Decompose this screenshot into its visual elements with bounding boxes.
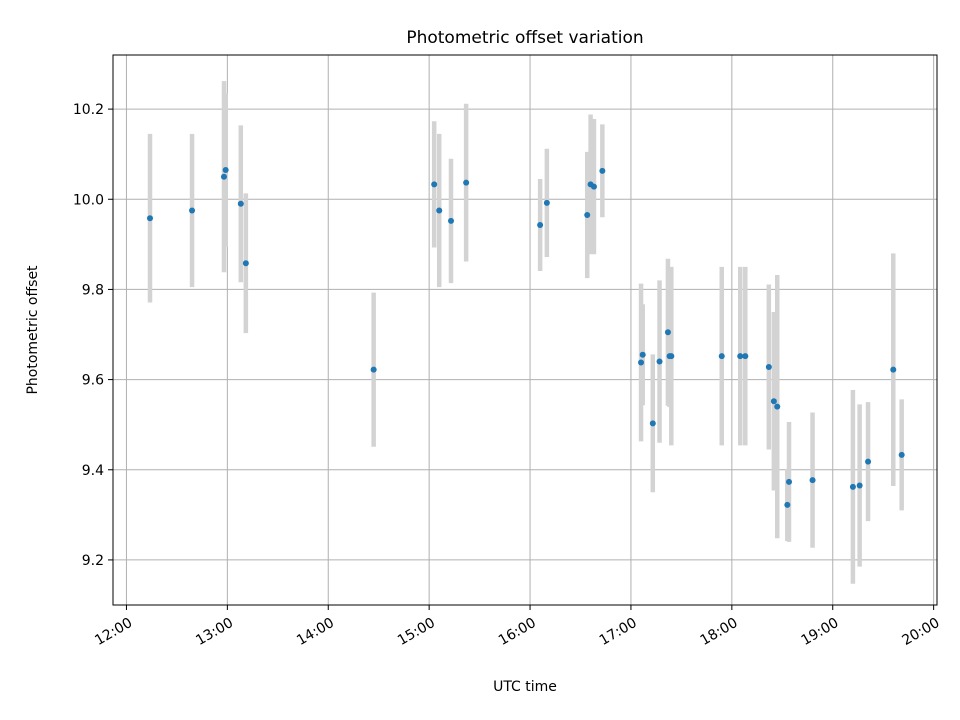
data-point <box>656 358 663 365</box>
data-point <box>436 207 443 214</box>
data-point <box>865 458 872 465</box>
data-point <box>718 353 725 360</box>
data-point <box>856 482 863 489</box>
data-point <box>463 179 470 186</box>
data-point <box>809 477 816 484</box>
axis-ticks: 12:00 13:00 14:00 15:00 16:00 17:00 18:00 19:00… <box>73 102 943 649</box>
data-point <box>543 199 550 206</box>
data-point <box>237 200 244 207</box>
chart-title: Photometric offset variation <box>406 28 643 48</box>
x-tick-label: 12:00 <box>92 615 135 649</box>
data-point <box>770 398 777 405</box>
x-tick-label: 18:00 <box>698 615 741 649</box>
y-tick-label: 10.0 <box>73 192 104 208</box>
x-axis-label: UTC time <box>493 679 557 695</box>
x-tick-label: 19:00 <box>799 615 842 649</box>
plot-area-frame <box>112 54 938 606</box>
x-tick-label: 15:00 <box>395 615 438 649</box>
data-point <box>431 181 438 188</box>
data-point <box>146 215 153 222</box>
y-axis-label: Photometric offset <box>25 265 41 395</box>
y-tick-label: 9.4 <box>82 463 104 479</box>
data-point <box>222 166 229 173</box>
y-tick-label: 10.2 <box>73 102 104 118</box>
x-tick-label: 14:00 <box>294 615 337 649</box>
data-point <box>189 207 196 214</box>
data-point <box>638 359 645 366</box>
y-tick-label: 9.8 <box>82 282 104 298</box>
data-point <box>668 353 675 360</box>
data-point <box>649 420 656 427</box>
data-point <box>742 353 749 360</box>
data-point <box>584 212 591 219</box>
x-tick-label: 17:00 <box>597 615 640 649</box>
y-tick-label: 9.6 <box>82 373 104 389</box>
data-points <box>146 166 905 508</box>
data-point <box>890 366 897 373</box>
data-point <box>774 403 781 410</box>
data-point <box>898 451 905 458</box>
y-tick-label: 9.2 <box>82 553 104 569</box>
data-point <box>765 363 772 370</box>
x-tick-label: 13:00 <box>193 615 236 649</box>
data-point <box>784 501 791 508</box>
data-point <box>590 183 597 190</box>
data-point <box>220 173 227 180</box>
data-point <box>370 366 377 373</box>
x-tick-label: 20:00 <box>899 615 942 649</box>
data-point <box>448 217 455 224</box>
data-point <box>849 483 856 490</box>
data-point <box>737 353 744 360</box>
grid-lines <box>113 55 937 605</box>
data-point <box>242 260 249 267</box>
x-tick-label: 16:00 <box>496 615 539 649</box>
data-point <box>599 167 606 174</box>
data-point <box>786 478 793 485</box>
data-point <box>639 351 646 358</box>
error-bars <box>147 81 904 584</box>
data-point <box>664 329 671 336</box>
data-point <box>537 221 544 228</box>
